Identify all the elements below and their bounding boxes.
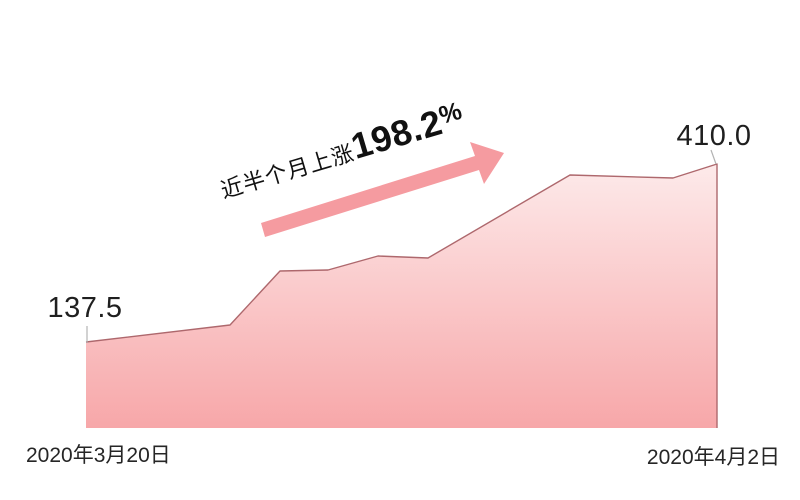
x-axis-start-date: 2020年3月20日 (26, 444, 171, 467)
trend-line (85, 163, 718, 428)
area-fill (86, 164, 717, 428)
end-value-label: 410.0 (676, 120, 752, 152)
end-point-tick (710, 149, 717, 165)
up-trend-arrow-icon (261, 142, 504, 237)
start-value-label: 137.5 (47, 292, 123, 324)
x-axis-end-date: 2020年4月2日 (646, 446, 780, 469)
